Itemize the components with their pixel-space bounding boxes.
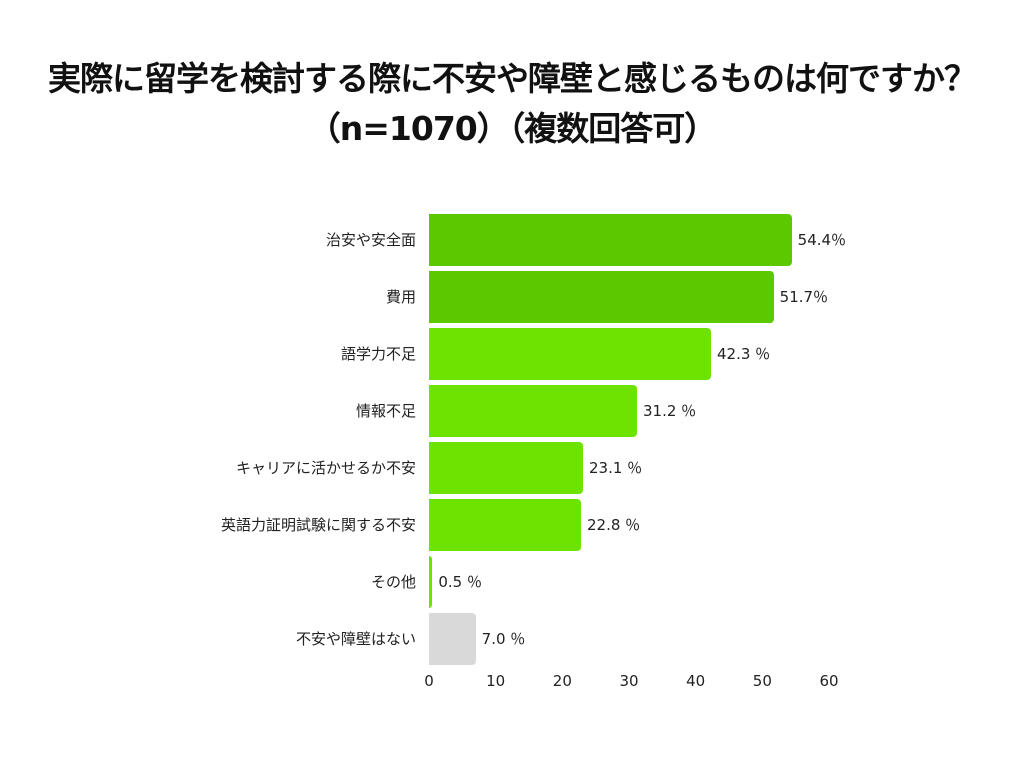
- category-label: 治安や安全面: [325, 231, 416, 249]
- bar: [429, 613, 476, 665]
- category-label: 不安や障壁はない: [295, 630, 416, 648]
- bar-row: 不安や障壁はない 7.0 ％: [0, 613, 1024, 665]
- bar: [429, 556, 433, 608]
- bar-row: 英語力証明試験に関する不安 22.8 ％: [0, 499, 1024, 551]
- bar: [429, 442, 583, 494]
- bar-row: キャリアに活かせるか不安 23.1 ％: [0, 442, 1024, 494]
- category-label: その他: [370, 573, 416, 591]
- bar: [429, 214, 792, 266]
- value-label: 51.7％: [779, 288, 829, 306]
- bar-row: 費用 51.7％: [0, 271, 1024, 323]
- value-label: 42.3 ％: [717, 345, 771, 363]
- bar: [429, 271, 774, 323]
- x-axis-tick: 20: [552, 672, 572, 690]
- value-label: 0.5 ％: [438, 573, 482, 591]
- x-axis-tick: 50: [752, 672, 772, 690]
- value-label: 54.4％: [797, 231, 847, 249]
- value-label: 22.8 ％: [587, 516, 641, 534]
- category-label: 情報不足: [355, 402, 416, 420]
- category-label: 語学力不足: [340, 345, 416, 363]
- category-label: 英語力証明試験に関する不安: [220, 516, 416, 534]
- value-label: 23.1 ％: [589, 459, 643, 477]
- bar: [429, 385, 637, 437]
- bar-row: 情報不足 31.2 ％: [0, 385, 1024, 437]
- bar-row: 語学力不足 42.3 ％: [0, 328, 1024, 380]
- value-label: 31.2 ％: [643, 402, 697, 420]
- bar: [429, 328, 711, 380]
- chart-title-line1: 実際に留学を検討する際に不安や障壁と感じるものは何ですか？: [48, 59, 977, 98]
- x-axis-tick: 60: [819, 672, 839, 690]
- bar: [429, 499, 581, 551]
- x-axis-tick: 0: [424, 672, 434, 690]
- category-label: 費用: [385, 288, 416, 306]
- x-axis-tick: 10: [486, 672, 506, 690]
- bar-row: その他 0.5 ％: [0, 556, 1024, 608]
- value-label: 7.0 ％: [481, 630, 526, 648]
- x-axis-tick: 30: [619, 672, 639, 690]
- category-label: キャリアに活かせるか不安: [235, 459, 416, 477]
- x-axis-tick: 40: [686, 672, 706, 690]
- chart-title-line2: （n=1070）（複数回答可）: [307, 109, 718, 148]
- bar-row: 治安や安全面 54.4％: [0, 214, 1024, 266]
